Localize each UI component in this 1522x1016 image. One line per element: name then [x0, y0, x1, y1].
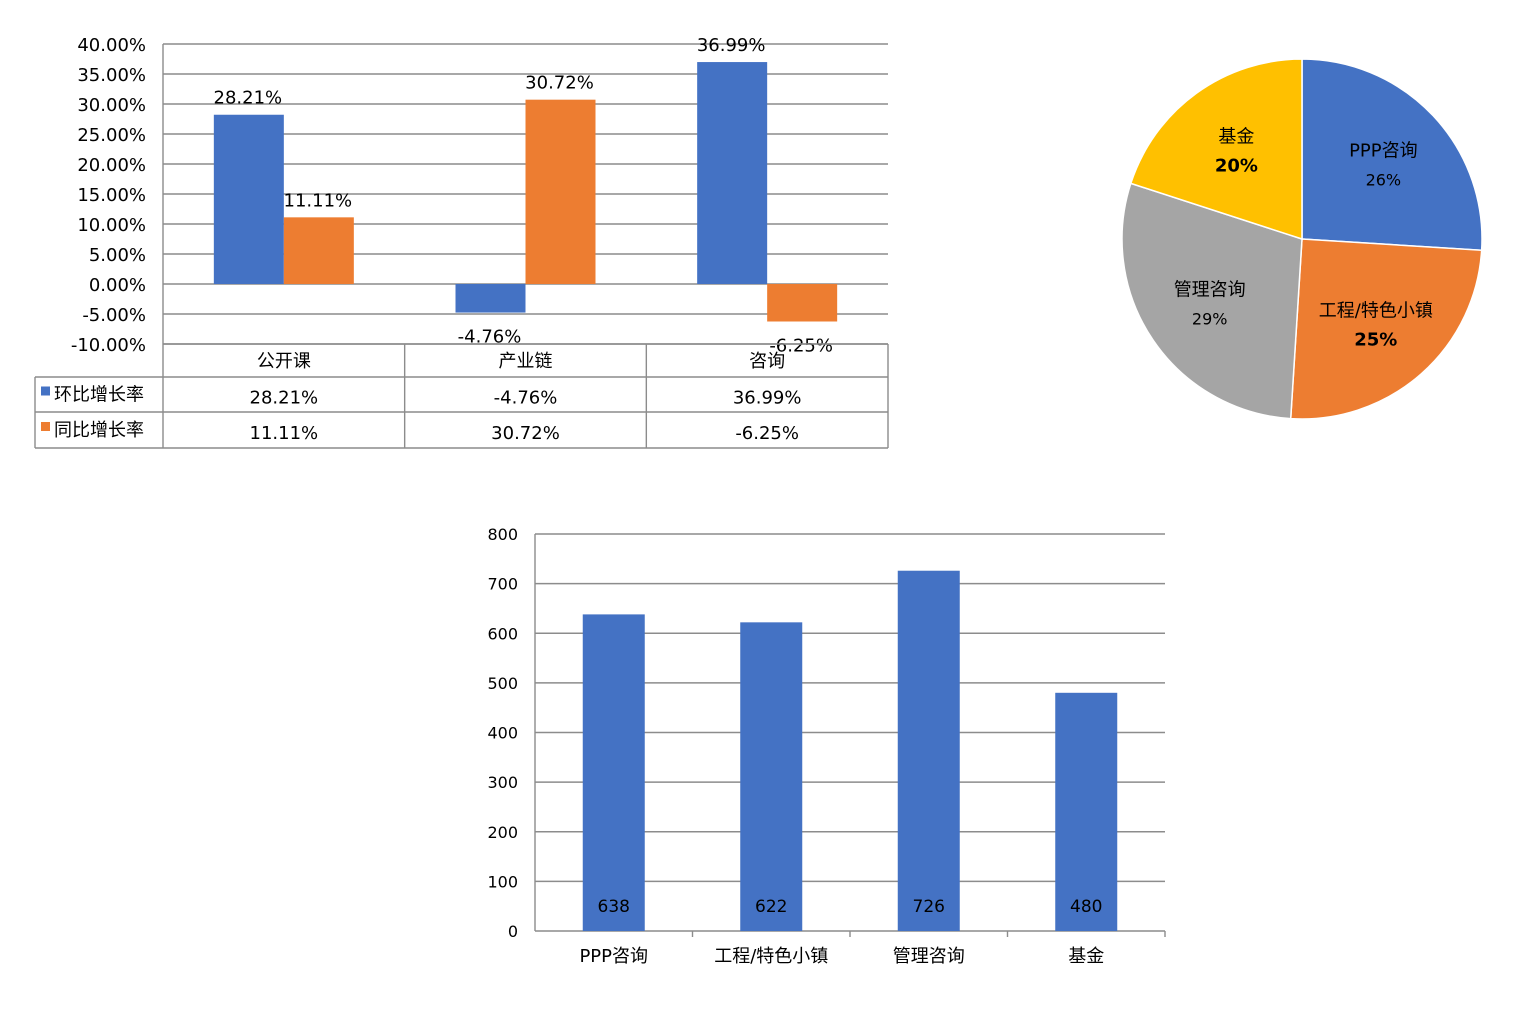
- y-tick-label: 0: [508, 922, 518, 941]
- business-value-bar-chart: 800 700 600 500 400 300 200 100 0 638 62…: [487, 525, 1166, 967]
- category-label: 产业链: [499, 351, 553, 372]
- y-tick-label: 40.00%: [77, 35, 146, 56]
- growth-chart-data-table: 公开课 产业链 咨询 环比增长率 同比增长率 28.21% -4.76% 36.…: [34, 343, 889, 449]
- pie-slice-management: [1121, 182, 1303, 420]
- pie-slice-label: 工程/特色小镇: [1319, 301, 1433, 322]
- data-label: 36.99%: [697, 35, 766, 56]
- y-tick-label: 400: [487, 724, 518, 743]
- y-tick-label: -10.00%: [71, 335, 146, 356]
- y-tick-label: 100: [487, 872, 518, 891]
- y-tick-label: 600: [487, 624, 518, 643]
- pie-slice-percent: 25%: [1354, 330, 1397, 351]
- bar-orange: [767, 284, 838, 322]
- y-tick-label: 25.00%: [77, 125, 146, 146]
- data-table-grid: [34, 343, 889, 449]
- series-name: 同比增长率: [54, 420, 144, 441]
- y-tick-label: 300: [487, 773, 518, 792]
- table-cell: -6.25%: [735, 423, 799, 444]
- growth-chart-data-labels: 28.21% -4.76% 36.99% 11.11% 30.72% -6.25…: [214, 35, 833, 356]
- category-label: 公开课: [257, 351, 311, 372]
- pie-slice-label: 基金: [1218, 127, 1254, 148]
- pie-slice-label: PPP咨询: [1349, 141, 1418, 162]
- y-tick-label: 500: [487, 674, 518, 693]
- bar-orange: [283, 217, 354, 284]
- pie-slice-ppp: [1301, 58, 1483, 252]
- pie-slice-fund: [1129, 58, 1303, 241]
- pie-slice-label: 管理咨询: [1174, 280, 1246, 301]
- value-chart-y-axis: 800 700 600 500 400 300 200 100 0: [487, 525, 518, 941]
- bar-blue: [455, 284, 526, 313]
- x-tick-label: 工程/特色小镇: [714, 946, 828, 967]
- category-label: 咨询: [749, 351, 785, 372]
- y-tick-label: 20.00%: [77, 155, 146, 176]
- bar-blue: [697, 62, 768, 285]
- y-tick-label: 5.00%: [89, 245, 146, 266]
- table-cell: 30.72%: [491, 423, 560, 444]
- y-tick-label: 200: [487, 823, 518, 842]
- table-cell: -4.76%: [494, 388, 558, 409]
- y-tick-label: 15.00%: [77, 185, 146, 206]
- data-label: 11.11%: [284, 190, 353, 211]
- y-tick-label: 35.00%: [77, 65, 146, 86]
- value-chart-bars: [582, 570, 1118, 931]
- table-cell: 28.21%: [250, 388, 319, 409]
- x-tick-label: 基金: [1068, 946, 1104, 967]
- pie-slices: [1121, 58, 1483, 420]
- data-label: 30.72%: [525, 73, 594, 94]
- data-label: 622: [755, 897, 787, 917]
- x-tick-label: PPP咨询: [579, 946, 648, 967]
- pie-slice-percent: 29%: [1192, 310, 1228, 329]
- table-cell: 36.99%: [733, 388, 802, 409]
- bar-orange: [525, 99, 596, 285]
- series-name: 环比增长率: [54, 385, 144, 406]
- bar: [1055, 692, 1118, 931]
- data-label: 726: [913, 897, 945, 917]
- y-tick-label: 10.00%: [77, 215, 146, 236]
- data-label: 638: [598, 897, 630, 917]
- data-label: -6.25%: [769, 336, 833, 357]
- bar-blue: [213, 114, 284, 285]
- y-tick-label: -5.00%: [82, 305, 146, 326]
- y-tick-label: 0.00%: [89, 275, 146, 296]
- data-label: -4.76%: [458, 327, 522, 348]
- pie-slice-engineering: [1289, 238, 1483, 420]
- pie-slice-percent: 26%: [1366, 171, 1402, 190]
- y-tick-label: 800: [487, 525, 518, 544]
- bar: [897, 570, 960, 931]
- x-tick-label: 管理咨询: [893, 946, 965, 967]
- bar: [740, 622, 803, 931]
- y-tick-label: 700: [487, 575, 518, 594]
- legend-key-orange: [41, 422, 50, 431]
- growth-chart-y-axis: 40.00% 35.00% 30.00% 25.00% 20.00% 15.00…: [71, 35, 146, 356]
- pie-slice-percent: 20%: [1215, 156, 1258, 177]
- legend-key-blue: [41, 386, 50, 396]
- growth-chart-bars: [213, 62, 838, 322]
- growth-rate-chart: 40.00% 35.00% 30.00% 25.00% 20.00% 15.00…: [34, 35, 889, 449]
- bar: [582, 614, 645, 931]
- y-tick-label: 30.00%: [77, 95, 146, 116]
- business-share-pie-chart: PPP咨询 26% 工程/特色小镇 25% 管理咨询 29% 基金 20%: [1121, 58, 1483, 420]
- data-label: 28.21%: [214, 88, 283, 109]
- data-label: 480: [1070, 897, 1102, 917]
- table-cell: 11.11%: [250, 423, 319, 444]
